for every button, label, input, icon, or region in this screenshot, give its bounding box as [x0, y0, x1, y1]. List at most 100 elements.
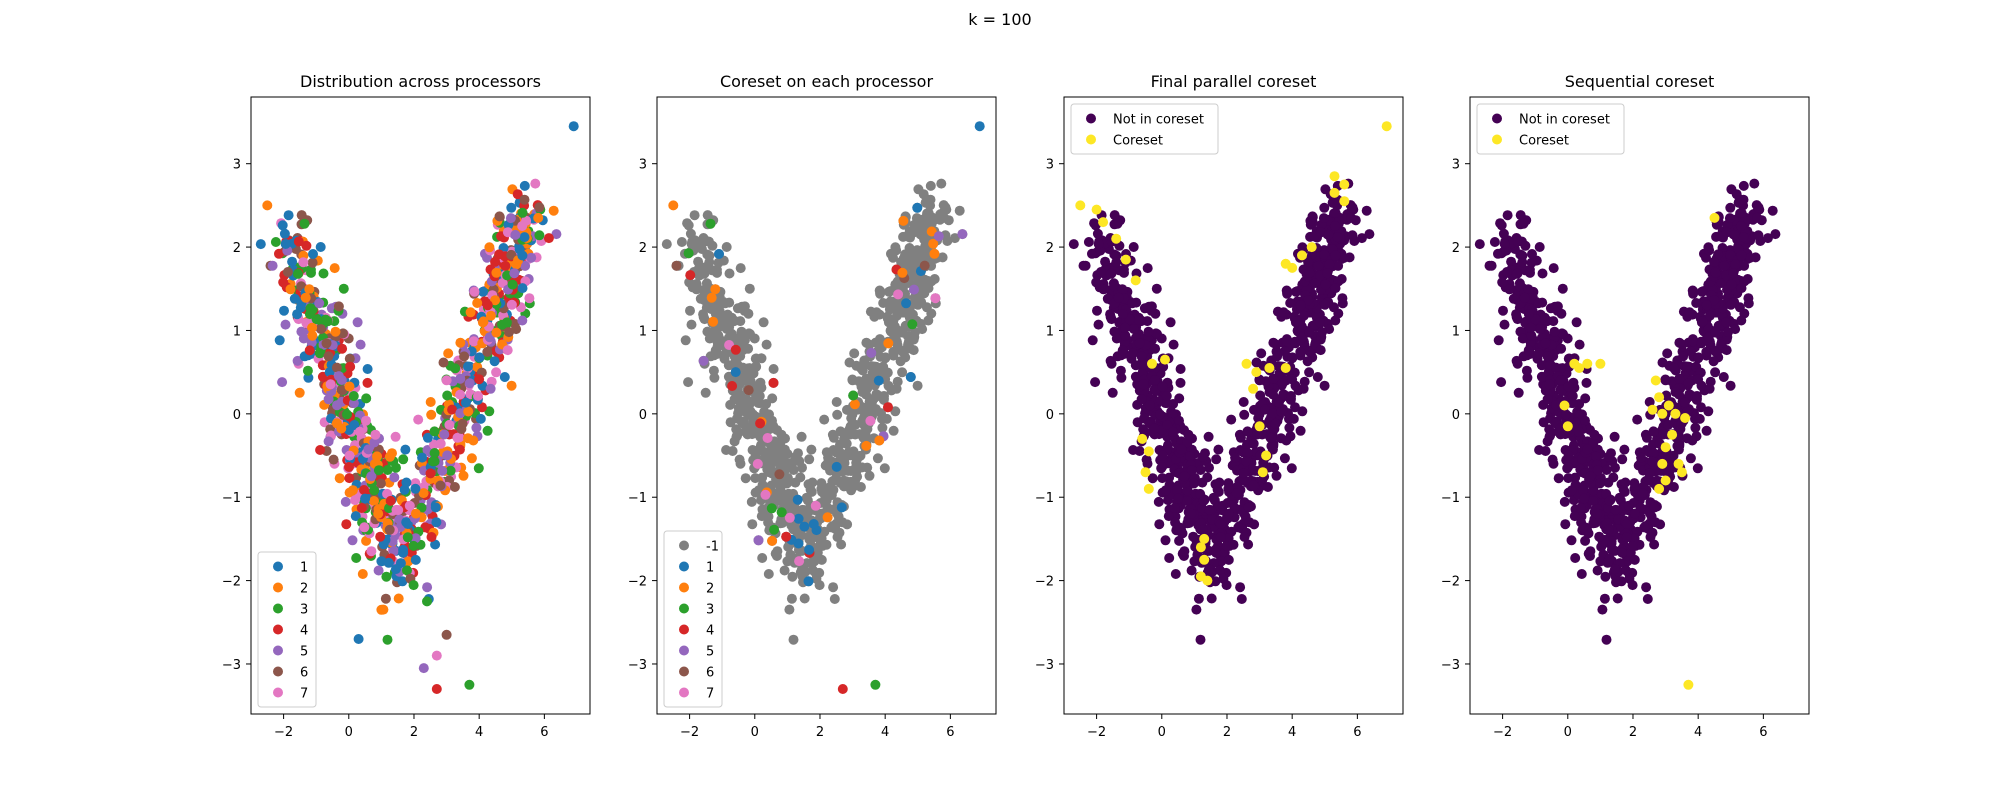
- legend-marker: [273, 645, 283, 656]
- data-point: [307, 257, 318, 268]
- data-point: [1188, 478, 1199, 489]
- coreset-point: [1574, 363, 1585, 373]
- data-point: [1182, 496, 1192, 506]
- data-point: [1206, 593, 1217, 604]
- data-point: [1592, 465, 1603, 476]
- data-point: [441, 629, 452, 640]
- data-point: [1555, 423, 1566, 434]
- data-point: [1223, 508, 1234, 519]
- data-point: [404, 500, 415, 511]
- data-point: [1649, 539, 1660, 550]
- data-point: [866, 397, 877, 408]
- y-tick-label: 3: [233, 158, 241, 173]
- data-point: [1111, 257, 1122, 268]
- data-point: [506, 380, 517, 391]
- data-point: [1186, 508, 1197, 519]
- data-point: [442, 450, 453, 461]
- data-point: [1179, 471, 1190, 482]
- data-point: [878, 298, 889, 308]
- data-point: [361, 415, 371, 426]
- data-point: [1658, 429, 1669, 440]
- data-point: [1708, 356, 1719, 367]
- data-point: [350, 511, 361, 522]
- data-point: [761, 339, 772, 350]
- data-point: [1619, 444, 1630, 455]
- data-point: [1288, 413, 1299, 424]
- data-point: [1278, 307, 1289, 318]
- y-tick-label: 1: [639, 324, 647, 339]
- data-point: [426, 532, 437, 542]
- data-point: [1571, 317, 1582, 328]
- coreset-point: [849, 399, 860, 410]
- coreset-point: [1562, 421, 1573, 432]
- data-point: [1534, 242, 1545, 252]
- data-point: [442, 390, 453, 401]
- data-point: [1603, 524, 1614, 535]
- data-point: [888, 300, 899, 311]
- data-point: [1239, 409, 1250, 420]
- data-point: [1314, 317, 1325, 328]
- data-point: [519, 180, 530, 191]
- data-point: [1167, 426, 1178, 437]
- coreset-point: [1075, 200, 1086, 211]
- data-point: [1592, 508, 1603, 519]
- data-point: [468, 435, 479, 446]
- data-point: [1291, 316, 1302, 327]
- data-point: [816, 554, 827, 565]
- data-point: [1701, 300, 1712, 311]
- legend-label: 3: [706, 603, 714, 618]
- data-point: [429, 448, 440, 458]
- data-point: [389, 472, 400, 483]
- data-point: [1153, 496, 1164, 507]
- subplot-title: Final parallel coreset: [1151, 72, 1317, 91]
- data-point: [1523, 284, 1534, 295]
- data-point: [1511, 309, 1522, 320]
- data-point: [1319, 249, 1330, 260]
- data-point: [744, 283, 755, 294]
- data-point: [338, 328, 348, 339]
- data-point: [848, 450, 859, 461]
- data-point: [1297, 406, 1308, 417]
- data-point: [1710, 367, 1721, 378]
- data-point: [1195, 465, 1206, 475]
- legend: Not in coreset Coreset: [1070, 103, 1219, 155]
- data-point: [1582, 444, 1593, 455]
- data-point: [398, 454, 409, 465]
- axes-frame: [250, 96, 591, 715]
- data-point: [1547, 454, 1558, 465]
- data-point: [702, 210, 713, 221]
- x-tick-label: −2: [1087, 725, 1106, 740]
- data-point: [1175, 364, 1186, 374]
- legend-marker: [679, 645, 689, 656]
- data-point: [1504, 284, 1515, 295]
- data-point: [1719, 260, 1730, 271]
- data-point: [410, 533, 421, 544]
- data-point: [1573, 426, 1584, 437]
- data-point: [1239, 532, 1250, 542]
- data-point: [1594, 531, 1605, 542]
- data-point: [1679, 397, 1690, 408]
- data-point: [439, 429, 450, 440]
- data-point: [844, 357, 855, 368]
- data-point: [1128, 445, 1139, 455]
- data-point: [726, 314, 737, 325]
- data-point: [1111, 333, 1122, 344]
- data-point: [906, 260, 917, 271]
- data-point: [816, 483, 827, 494]
- data-point: [491, 367, 502, 378]
- data-point: [851, 465, 862, 476]
- data-point: [1549, 326, 1560, 337]
- data-point: [734, 454, 745, 465]
- data-point: [1319, 202, 1330, 213]
- y-tick-label: 3: [1452, 158, 1460, 173]
- data-point: [923, 207, 934, 218]
- data-point: [1641, 432, 1652, 443]
- data-point: [775, 496, 785, 506]
- data-point: [1642, 594, 1653, 604]
- data-point: [890, 242, 901, 253]
- data-point: [1147, 473, 1158, 484]
- data-point: [534, 230, 545, 241]
- data-point: [897, 367, 908, 378]
- data-point: [1523, 309, 1534, 320]
- data-point: [1662, 348, 1673, 359]
